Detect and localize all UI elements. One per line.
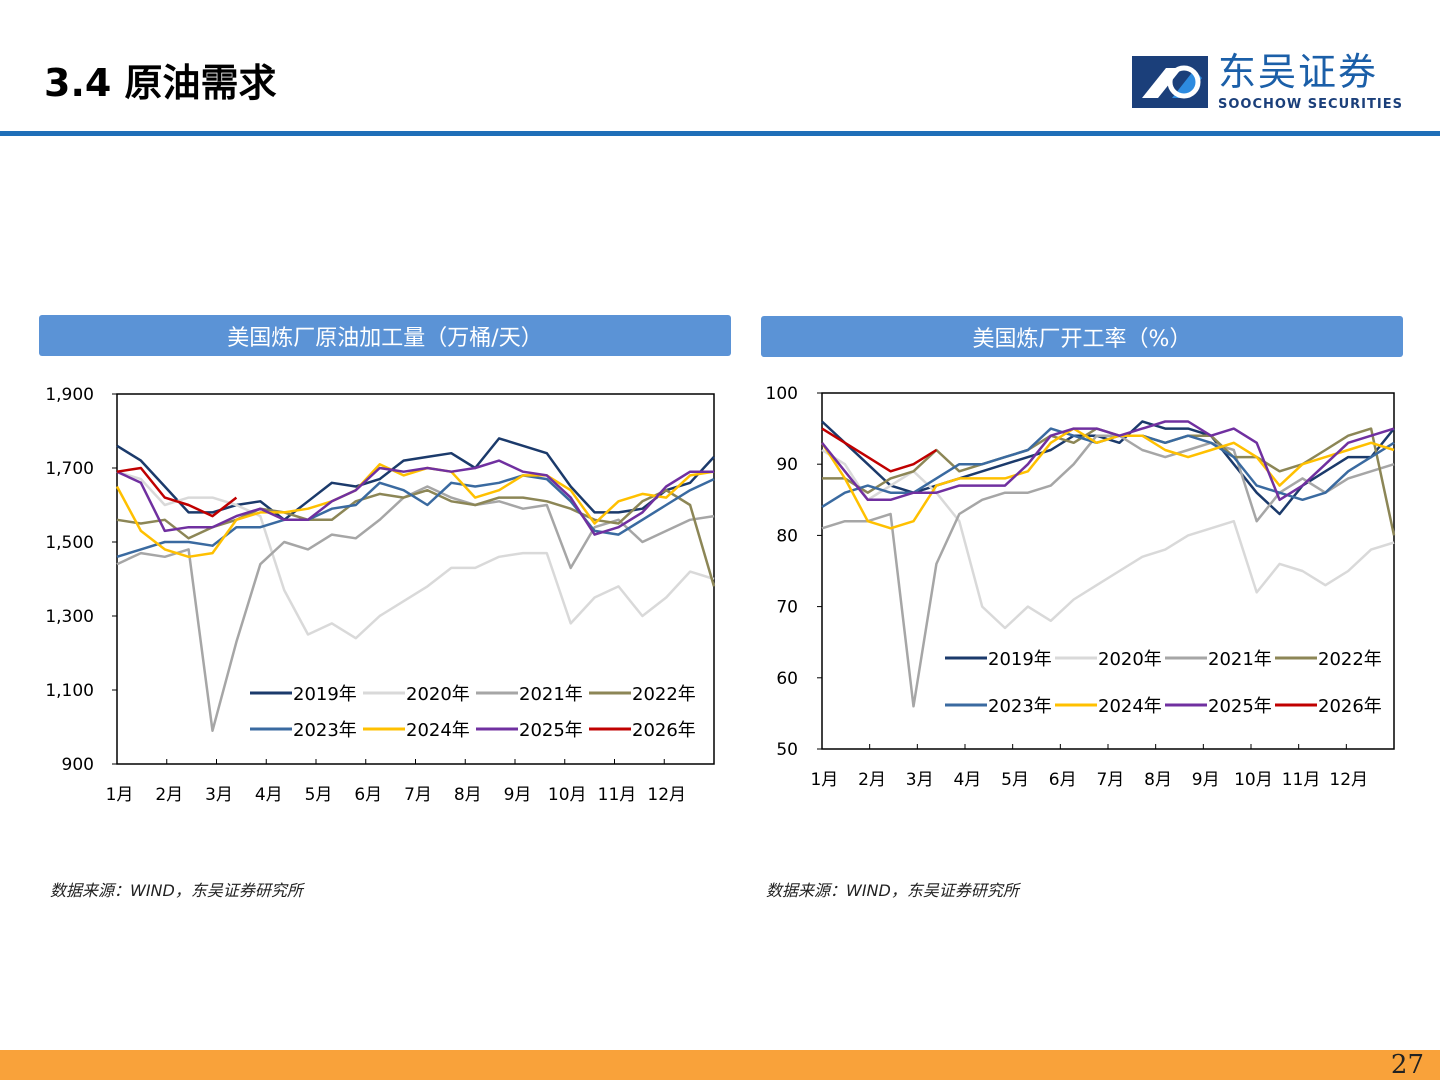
y-tick-label: 60 [776, 669, 798, 689]
series-line-2020 [821, 448, 1395, 630]
series-line-2026 [821, 427, 938, 473]
x-tick-label: 8月 [1144, 770, 1172, 790]
legend-label: 2022年 [632, 684, 696, 705]
y-tick-label: 90 [776, 455, 798, 475]
series-line-2021 [821, 434, 1395, 708]
header-divider [0, 131, 1440, 136]
x-tick-label: 11月 [1282, 770, 1321, 790]
y-tick-label: 900 [62, 755, 94, 775]
legend-label: 2021年 [1208, 649, 1272, 670]
x-tick-label: 1月 [106, 785, 134, 805]
y-tick-label: 1,700 [45, 459, 94, 479]
x-tick-label: 9月 [1192, 770, 1220, 790]
x-tick-label: 9月 [504, 785, 532, 805]
x-tick-label: 6月 [354, 785, 382, 805]
logo-text-en: SOOCHOW SECURITIES [1218, 97, 1403, 112]
y-tick-label: 1,500 [45, 533, 94, 553]
refinery-utilization-chart: 100 90 80 70 60 50 1月 2月 3月 4月 5月 6月 7月 8月 9月 10月 11月 12月… [766, 384, 1396, 790]
legend-label: 2019年 [293, 684, 357, 705]
x-tick-label: 5月 [305, 785, 333, 805]
x-tick-label: 10月 [548, 785, 587, 805]
refinery-throughput-chart: 1,900 1,700 1,500 1,300 1,100 900 1月 2月 3月 4月 5月 6月… [45, 385, 716, 805]
x-tick-label: 7月 [404, 785, 432, 805]
y-tick-label: 100 [766, 384, 798, 404]
x-tick-label: 2月 [858, 770, 886, 790]
y-tick-label: 1,900 [45, 385, 94, 405]
page-title: 3.4 原油需求 [44, 61, 277, 105]
series-line-2025 [821, 420, 1395, 502]
page-number: 27 [1390, 1050, 1424, 1080]
x-tick-label: 10月 [1234, 770, 1273, 790]
source-note-right: 数据来源：WIND，东吴证券研究所 [766, 881, 1019, 900]
series-line-2024 [115, 463, 715, 559]
legend-label: 2025年 [1208, 696, 1272, 717]
x-tick-label: 4月 [953, 770, 981, 790]
y-tick-label: 50 [776, 740, 798, 760]
legend-label: 2021年 [519, 684, 583, 705]
series-line-2021 [116, 485, 715, 732]
y-tick-label: 1,100 [45, 681, 94, 701]
series-line-2023 [116, 474, 715, 558]
x-tick-label: 3月 [906, 770, 934, 790]
series-line-2025 [116, 459, 714, 536]
y-tick-label: 80 [776, 526, 798, 546]
legend-label: 2024年 [406, 720, 470, 741]
legend-label: 2020年 [406, 684, 470, 705]
legend-label: 2020年 [1098, 649, 1162, 670]
legend-label: 2022年 [1318, 649, 1382, 670]
x-tick-label: 2月 [155, 785, 183, 805]
logo-mark-icon [1132, 56, 1208, 108]
source-note-left: 数据来源：WIND，东吴证券研究所 [50, 881, 303, 900]
legend-label: 2023年 [293, 720, 357, 741]
y-tick-label: 1,300 [45, 607, 94, 627]
footer-bar [0, 1050, 1440, 1080]
series-line-2020 [116, 470, 715, 640]
x-tick-label: 11月 [598, 785, 637, 805]
legend-label: 2026年 [1318, 696, 1382, 717]
x-tick-label: 7月 [1096, 770, 1124, 790]
x-tick-label: 4月 [255, 785, 283, 805]
y-tick-label: 70 [776, 598, 798, 618]
x-tick-label: 8月 [454, 785, 482, 805]
x-tick-label: 12月 [647, 785, 686, 805]
legend-label: 2025年 [519, 720, 583, 741]
x-tick-label: 3月 [205, 785, 233, 805]
legend-label: 2023年 [988, 696, 1052, 717]
x-tick-label: 6月 [1049, 770, 1077, 790]
company-logo: 东吴证券 SOOCHOW SECURITIES [1132, 50, 1422, 118]
legend-label: 2026年 [632, 720, 696, 741]
chart-title-bar-right: 美国炼厂开工率（%） [761, 316, 1403, 357]
series-line-2024 [820, 427, 1395, 530]
legend-label: 2019年 [988, 649, 1052, 670]
plot-area [116, 393, 715, 765]
x-tick-label: 5月 [1001, 770, 1029, 790]
x-tick-label: 1月 [810, 770, 838, 790]
series-line-2026 [116, 466, 238, 518]
legend-label: 2024年 [1098, 696, 1162, 717]
x-tick-label: 12月 [1329, 770, 1368, 790]
series-line-2019 [116, 437, 715, 522]
logo-text-cn: 东吴证券 [1218, 50, 1379, 94]
chart-title-bar-left: 美国炼厂原油加工量（万桶/天） [39, 315, 731, 356]
